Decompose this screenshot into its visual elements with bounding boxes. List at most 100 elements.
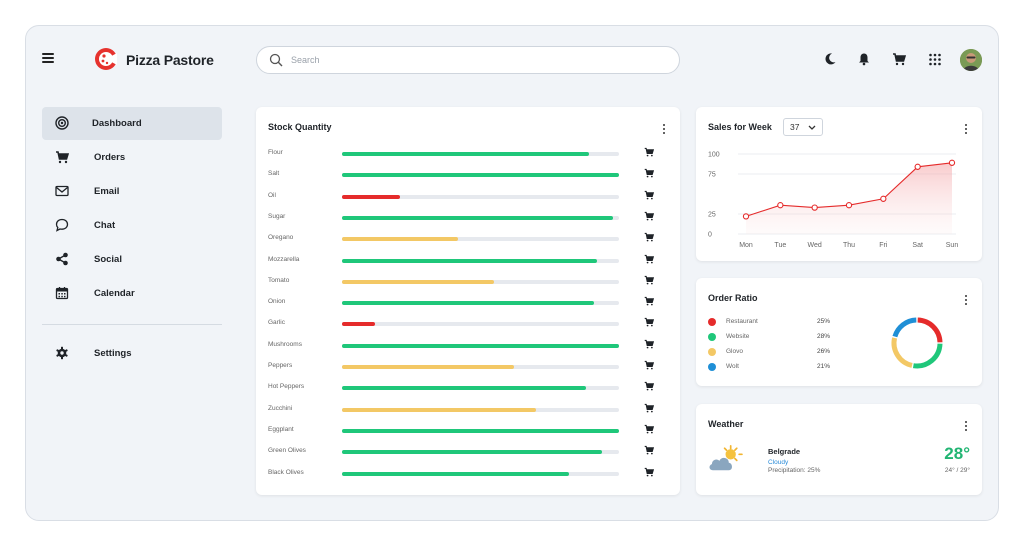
cart-icon[interactable] <box>644 168 654 178</box>
x-tick-label: Mon <box>739 242 753 249</box>
cart-icon[interactable] <box>644 296 654 306</box>
cart-icon[interactable] <box>644 445 654 455</box>
donut-slice-glovo <box>891 337 913 368</box>
moon-icon[interactable] <box>823 52 837 66</box>
stock-item-name: Mozzarella <box>268 255 300 263</box>
legend-percent: 28% <box>817 333 831 340</box>
more-options-icon[interactable] <box>662 124 666 135</box>
sidebar-item-social[interactable]: Social <box>42 243 222 276</box>
more-options-icon[interactable] <box>964 421 968 432</box>
stock-item-name: Zucchini <box>268 404 293 412</box>
chevron-down-icon <box>808 125 816 130</box>
more-options-icon[interactable] <box>964 295 968 306</box>
cart-icon[interactable] <box>644 403 654 413</box>
search-bar[interactable] <box>256 46 680 74</box>
cart-icon[interactable] <box>644 211 654 221</box>
apps-grid-icon[interactable] <box>928 52 942 66</box>
stock-row: Eggplant <box>256 422 680 443</box>
sidebar-item-label: Dashboard <box>92 118 142 129</box>
stock-quantity-card: Stock Quantity Flour Salt Oil Sugar Oregano M… <box>256 107 680 495</box>
envelope-icon <box>55 185 69 197</box>
stock-row: Garlic <box>256 315 680 336</box>
donut-slice-wolt <box>892 317 917 338</box>
stock-item-name: Mushrooms <box>268 340 302 348</box>
sidebar-item-label: Calendar <box>94 288 135 299</box>
stock-row: Green Olives <box>256 443 680 464</box>
stock-level-bar <box>342 258 619 263</box>
legend-label: Wolt <box>726 363 739 370</box>
cart-icon[interactable] <box>644 254 654 264</box>
legend-percent: 26% <box>817 348 831 355</box>
stock-level-fill <box>342 301 595 306</box>
more-options-icon[interactable] <box>964 124 968 135</box>
sidebar-item-orders[interactable]: Orders <box>42 141 222 174</box>
stock-row: Tomato <box>256 273 680 294</box>
stock-row: Hot Peppers <box>256 379 680 400</box>
cart-icon[interactable] <box>644 467 654 477</box>
sidebar-item-chat[interactable]: Chat <box>42 209 222 242</box>
cart-icon[interactable] <box>644 190 654 200</box>
search-icon <box>269 53 283 67</box>
stock-row: Peppers <box>256 358 680 379</box>
legend-label: Restaurant <box>726 318 758 325</box>
x-tick-label: Thu <box>843 242 855 249</box>
sales-for-week-card: Sales for Week 37 100 75 25 0 Mon Tue Wed Thu Fr… <box>696 107 982 261</box>
cart-icon <box>56 151 69 164</box>
sidebar-item-dashboard[interactable]: Dashboard <box>42 107 222 140</box>
legend-dot <box>708 318 716 326</box>
cart-icon[interactable] <box>644 232 654 242</box>
week-select[interactable]: 37 <box>783 118 823 136</box>
sales-point-sun <box>948 159 956 166</box>
x-tick-label: Wed <box>808 242 822 249</box>
x-tick-label: Fri <box>879 242 888 249</box>
target-icon <box>55 116 69 130</box>
sales-point-thu <box>845 202 853 209</box>
sales-area <box>746 162 952 234</box>
cart-icon[interactable] <box>644 317 654 327</box>
sidebar-item-calendar[interactable]: Calendar <box>42 277 222 310</box>
menu-icon[interactable] <box>42 51 56 65</box>
card-title: Stock Quantity <box>268 122 332 132</box>
cart-icon[interactable] <box>644 424 654 434</box>
stock-item-name: Black Olives <box>268 468 304 476</box>
avatar[interactable] <box>960 49 982 71</box>
stock-level-fill <box>342 365 514 369</box>
x-tick-label: Tue <box>774 242 786 249</box>
stock-level-bar <box>342 215 619 220</box>
legend-label: Website <box>726 333 750 340</box>
cart-icon[interactable] <box>644 381 654 391</box>
stock-item-name: Oil <box>268 191 276 199</box>
sidebar-divider <box>42 324 222 325</box>
cart-icon[interactable] <box>644 339 654 349</box>
stock-level-fill <box>342 343 619 348</box>
search-input[interactable] <box>291 55 661 65</box>
stock-level-fill <box>342 450 603 455</box>
order-ratio-row: Glovo 26% <box>708 345 838 359</box>
stock-item-name: Onion <box>268 298 286 306</box>
user-portrait-icon <box>960 49 982 71</box>
stock-level-bar <box>342 343 619 348</box>
bell-icon[interactable] <box>857 52 871 66</box>
stock-item-name: Peppers <box>268 362 293 369</box>
stock-item-name: Hot Peppers <box>268 383 305 391</box>
brand-name: Pizza Pastore <box>126 52 214 68</box>
weather-temp-range: 24° / 29° <box>944 467 970 474</box>
cart-icon[interactable] <box>644 147 654 157</box>
stock-item-name: Green Olives <box>268 447 306 455</box>
stock-level-fill <box>342 173 619 178</box>
order-ratio-card: Order Ratio Restaurant 25% Website 28% Glovo… <box>696 278 982 386</box>
stock-level-bar <box>342 322 619 327</box>
sidebar-item-label: Email <box>94 186 120 197</box>
stock-level-bar <box>342 194 619 199</box>
stock-level-fill <box>342 237 459 242</box>
cart-icon[interactable] <box>644 360 654 370</box>
stock-level-bar <box>342 450 619 455</box>
stock-level-bar <box>342 173 619 178</box>
stock-item-name: Salt <box>268 170 280 178</box>
sidebar-item-email[interactable]: Email <box>42 175 222 208</box>
order-ratio-row: Website 28% <box>708 330 838 344</box>
stock-level-fill <box>342 407 536 412</box>
cart-icon[interactable] <box>644 275 654 285</box>
sidebar-item-settings[interactable]: Settings <box>42 337 222 370</box>
cart-icon[interactable] <box>892 52 906 66</box>
